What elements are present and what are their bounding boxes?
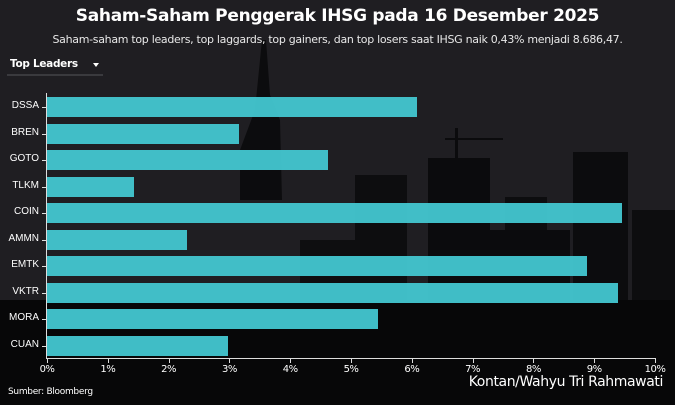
chart-title: Saham-Saham Penggerak IHSG pada 16 Desem… xyxy=(75,6,600,26)
bar-goto[interactable] xyxy=(47,150,328,170)
bar-tlkm[interactable] xyxy=(47,176,134,197)
y-tick-label: DSSA xyxy=(11,100,39,111)
x-tick xyxy=(533,358,535,363)
y-tick xyxy=(42,107,47,108)
y-tick-label: BREN xyxy=(11,126,39,138)
y-tick xyxy=(42,319,47,320)
y-tick-label: AMMN xyxy=(8,232,39,244)
bar-coin[interactable] xyxy=(47,203,623,223)
y-tick-label: GOTO xyxy=(9,153,39,164)
x-tick-label: 1% xyxy=(100,364,116,375)
y-tick-label: TLKM xyxy=(12,179,39,191)
x-tick xyxy=(594,358,596,363)
x-tick-label: 4% xyxy=(282,364,298,375)
x-tick-label: 5% xyxy=(343,364,359,375)
x-tick xyxy=(472,358,474,363)
y-tick xyxy=(42,292,47,294)
x-tick xyxy=(655,358,656,363)
x-tick xyxy=(168,358,170,363)
x-tick-label: 10% xyxy=(644,364,666,375)
dropdown-selected-label: Top Leaders xyxy=(10,58,78,70)
caret-down-icon xyxy=(93,63,99,67)
y-tick xyxy=(42,266,47,267)
y-tick-label: VKTR xyxy=(12,285,39,297)
y-tick-label: EMTK xyxy=(11,259,39,270)
y-tick xyxy=(42,239,47,241)
y-tick xyxy=(42,160,47,161)
bar-bren[interactable] xyxy=(47,123,240,144)
source-text: Sumber: Bloomberg xyxy=(8,387,93,397)
category-dropdown[interactable]: Top Leaders xyxy=(7,56,103,76)
y-axis-line xyxy=(46,93,47,359)
bar-emtk[interactable] xyxy=(47,256,587,276)
x-tick xyxy=(351,358,352,363)
x-tick xyxy=(290,358,292,363)
bar-dssa[interactable] xyxy=(47,97,418,117)
x-tick-label: 7% xyxy=(465,364,481,375)
y-tick xyxy=(42,345,47,347)
y-tick-label: COIN xyxy=(14,206,39,217)
x-tick-label: 3% xyxy=(221,364,237,375)
y-tick xyxy=(42,213,47,214)
y-tick xyxy=(42,186,47,188)
x-tick xyxy=(47,358,48,363)
x-tick-label: 9% xyxy=(586,364,602,375)
bar-vktr[interactable] xyxy=(47,282,618,303)
y-tick-label: CUAN xyxy=(10,338,39,350)
y-tick-label: MORA xyxy=(9,312,39,323)
credit-text: Kontan/Wahyu Tri Rahmawati xyxy=(468,374,664,390)
y-tick xyxy=(42,133,47,135)
x-tick xyxy=(107,358,109,363)
bar-ammn[interactable] xyxy=(47,229,187,250)
bar-mora[interactable] xyxy=(47,309,378,329)
x-tick xyxy=(411,358,413,363)
chart-subtitle: Saham-saham top leaders, top laggards, t… xyxy=(52,33,623,46)
x-tick-label: 6% xyxy=(404,364,420,375)
bar-cuan[interactable] xyxy=(47,335,229,356)
x-tick-label: 0% xyxy=(39,364,55,375)
x-tick-label: 2% xyxy=(161,364,177,375)
x-tick xyxy=(229,358,231,363)
x-tick-label: 8% xyxy=(525,364,541,375)
